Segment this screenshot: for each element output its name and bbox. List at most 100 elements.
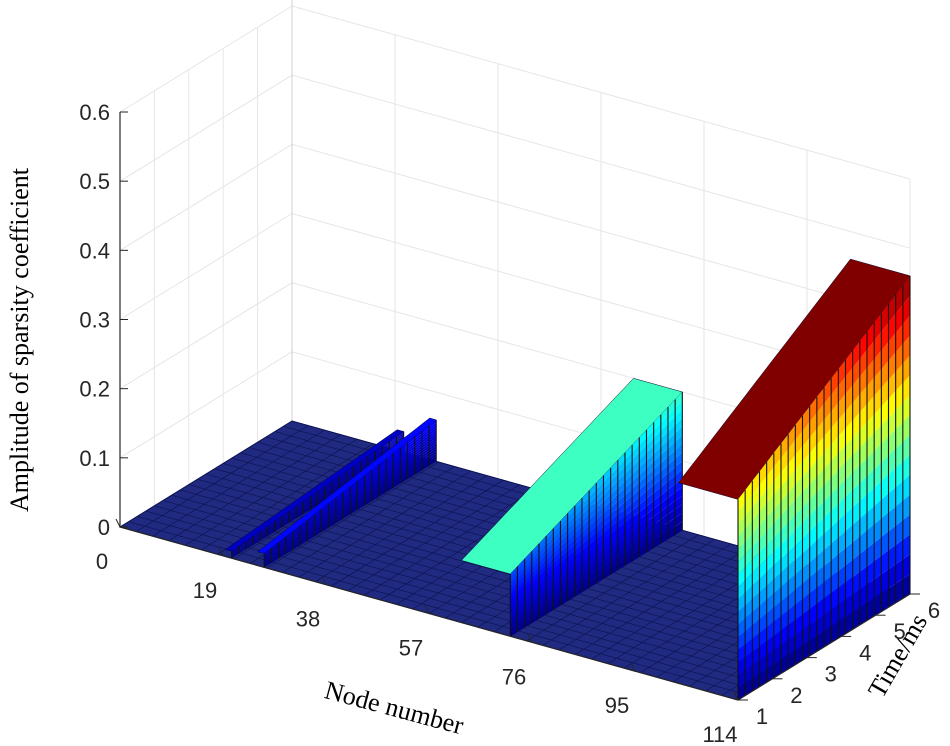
feature-band [317, 499, 325, 505]
feature-band [766, 523, 774, 545]
feature-band [852, 341, 860, 368]
feature-band [781, 551, 789, 573]
feature-band [567, 505, 575, 519]
feature-band [874, 593, 882, 617]
feature-band [639, 437, 647, 453]
feature-band [510, 574, 518, 586]
feature-band [831, 436, 839, 461]
feature-band [307, 524, 315, 531]
feature-band [738, 515, 746, 537]
feature-band [895, 539, 903, 565]
feature-band [274, 522, 282, 528]
feature-band [574, 545, 582, 557]
feature-band [660, 530, 668, 544]
feature-band [625, 459, 633, 474]
feature-band [357, 484, 365, 492]
feature-band [289, 510, 297, 517]
feature-band [852, 465, 860, 490]
feature-band [231, 552, 239, 558]
feature-band [517, 576, 525, 587]
feature-band [617, 530, 625, 543]
feature-band [271, 556, 279, 562]
feature-band [510, 591, 518, 602]
feature-band [653, 471, 661, 486]
feature-band [421, 450, 429, 458]
feature-band [632, 534, 640, 547]
feature-band [831, 419, 839, 445]
feature-band [246, 540, 254, 546]
feature-band [632, 489, 640, 504]
feature-band [407, 450, 415, 459]
feature-band [364, 495, 372, 502]
feature-band [278, 543, 286, 550]
feature-band [589, 508, 597, 521]
feature-band [264, 559, 272, 565]
feature-band [307, 515, 315, 523]
feature-band [617, 466, 625, 481]
feature-band [238, 542, 246, 549]
feature-band [874, 537, 882, 561]
feature-band [788, 544, 796, 567]
feature-band [253, 539, 261, 545]
feature-band [895, 461, 903, 488]
feature-band [285, 531, 293, 538]
feature-band [874, 481, 882, 506]
feature-band [278, 544, 286, 551]
feature-band [546, 559, 554, 571]
feature-band [809, 603, 817, 625]
feature-band [653, 511, 661, 525]
feature-band [339, 479, 347, 486]
feature-band [745, 507, 753, 529]
surface-features [224, 258, 911, 700]
feature-band [378, 477, 386, 485]
feature-band [773, 659, 781, 678]
feature-band [668, 399, 676, 416]
feature-band [300, 535, 308, 542]
feature-band [589, 545, 597, 558]
feature-band [353, 469, 361, 475]
feature-band [281, 516, 289, 522]
feature-band [596, 475, 604, 490]
feature-band [675, 417, 683, 434]
feature-band [816, 517, 824, 541]
feature-band [553, 536, 561, 549]
feature-band [321, 524, 329, 531]
feature-band [895, 383, 903, 411]
feature-band [375, 447, 383, 454]
feature-band [346, 467, 354, 474]
feature-band [310, 500, 318, 506]
feature-band [332, 484, 340, 490]
feature-band [281, 520, 289, 526]
feature-band [766, 593, 774, 614]
feature-band [675, 504, 683, 518]
feature-band [264, 561, 272, 567]
feature-band [653, 414, 661, 431]
feature-band [260, 528, 268, 534]
feature-band [421, 455, 429, 463]
feature-band [296, 509, 304, 515]
feature-band [831, 537, 839, 560]
feature-band [296, 510, 304, 517]
feature-band [610, 473, 618, 488]
feature-band [546, 548, 554, 561]
feature-band [289, 517, 297, 523]
feature-band [517, 593, 525, 604]
feature-band [668, 416, 676, 432]
feature-band [296, 512, 304, 518]
feature-band [831, 486, 839, 511]
feature-band [888, 429, 896, 456]
feature-band [874, 499, 882, 525]
feature-band [603, 554, 611, 566]
feature-band [371, 474, 379, 482]
feature-band [278, 539, 286, 546]
feature-band [795, 553, 803, 575]
feature-band [246, 543, 254, 549]
feature-band [231, 553, 239, 559]
feature-band [639, 483, 647, 498]
feature-band [389, 442, 397, 449]
feature-band [675, 400, 683, 417]
feature-band [802, 577, 810, 600]
feature-band [553, 542, 561, 554]
feature-band [274, 520, 282, 526]
feature-band [367, 457, 375, 464]
